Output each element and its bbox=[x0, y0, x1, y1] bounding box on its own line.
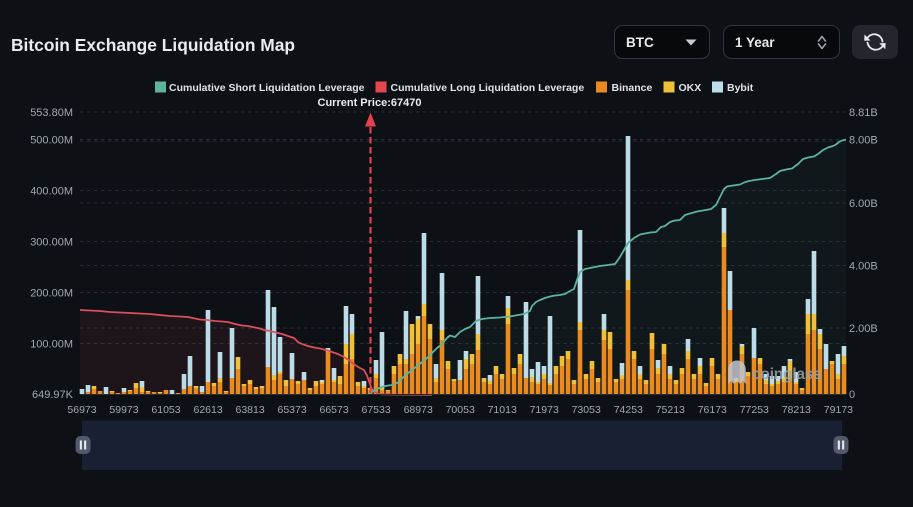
svg-text:56973: 56973 bbox=[67, 404, 96, 416]
svg-text:200.00M: 200.00M bbox=[30, 288, 73, 300]
svg-text:1 Year: 1 Year bbox=[735, 35, 775, 50]
svg-text:61053: 61053 bbox=[151, 404, 180, 416]
svg-text:Bybit: Bybit bbox=[727, 82, 754, 94]
svg-text:59973: 59973 bbox=[109, 404, 138, 416]
svg-text:6.00B: 6.00B bbox=[849, 198, 878, 210]
svg-text:Bitcoin Exchange Liquidation M: Bitcoin Exchange Liquidation Map bbox=[11, 35, 295, 55]
svg-text:coinglass: coinglass bbox=[752, 366, 822, 383]
svg-text:62613: 62613 bbox=[193, 404, 222, 416]
svg-text:77253: 77253 bbox=[740, 404, 769, 416]
svg-text:63813: 63813 bbox=[235, 404, 264, 416]
svg-text:100.00M: 100.00M bbox=[30, 339, 73, 351]
svg-text:67533: 67533 bbox=[361, 404, 390, 416]
svg-text:400.00M: 400.00M bbox=[30, 186, 73, 198]
svg-text:500.00M: 500.00M bbox=[30, 135, 73, 147]
svg-text:76173: 76173 bbox=[698, 404, 727, 416]
svg-text:75213: 75213 bbox=[656, 404, 685, 416]
svg-text:78213: 78213 bbox=[782, 404, 811, 416]
svg-text:65373: 65373 bbox=[277, 404, 306, 416]
svg-text:300.00M: 300.00M bbox=[30, 237, 73, 249]
svg-text:73053: 73053 bbox=[572, 404, 601, 416]
svg-text:553.80M: 553.80M bbox=[30, 107, 73, 119]
svg-text:BTC: BTC bbox=[626, 35, 654, 50]
svg-text:74253: 74253 bbox=[614, 404, 643, 416]
svg-text:4.00B: 4.00B bbox=[849, 261, 878, 273]
svg-text:Current Price:67470: Current Price:67470 bbox=[318, 97, 422, 109]
svg-text:71013: 71013 bbox=[488, 404, 517, 416]
svg-text:66573: 66573 bbox=[319, 404, 348, 416]
svg-text:649.97K: 649.97K bbox=[32, 389, 74, 401]
svg-text:68973: 68973 bbox=[404, 404, 433, 416]
svg-text:Cumulative Long Liquidation Le: Cumulative Long Liquidation Leverage bbox=[391, 82, 585, 94]
svg-text:70053: 70053 bbox=[446, 404, 475, 416]
svg-text:2.00B: 2.00B bbox=[849, 323, 878, 335]
svg-text:0: 0 bbox=[849, 389, 855, 401]
svg-text:79173: 79173 bbox=[824, 404, 853, 416]
svg-text:Binance: Binance bbox=[612, 82, 653, 94]
svg-text:OKX: OKX bbox=[679, 82, 702, 94]
svg-text:71973: 71973 bbox=[530, 404, 559, 416]
svg-text:Cumulative Short Liquidation L: Cumulative Short Liquidation Leverage bbox=[169, 82, 365, 94]
svg-text:8.00B: 8.00B bbox=[849, 135, 878, 147]
svg-text:8.81B: 8.81B bbox=[849, 107, 878, 119]
